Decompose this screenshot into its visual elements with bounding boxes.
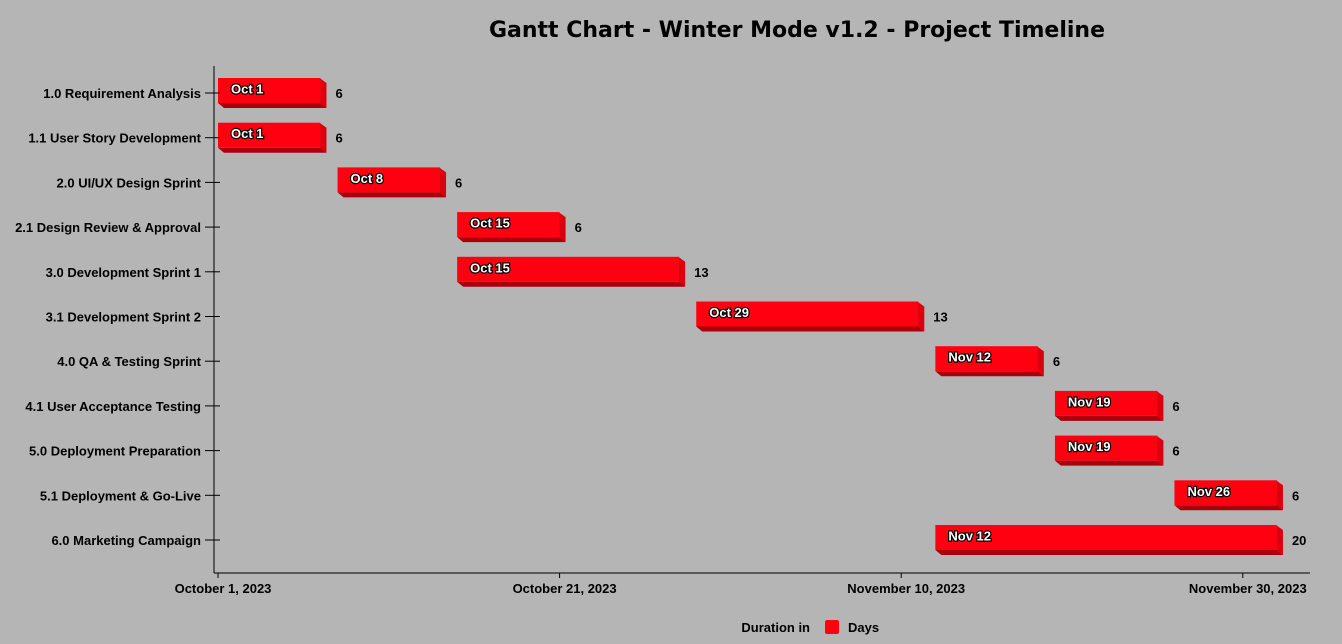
category-label: 4.0 QA & Testing Sprint [57,354,201,369]
legend-entry-days: Days [848,620,879,635]
bar-start-label: Oct 1 [231,126,264,141]
category-label: 6.0 Marketing Campaign [51,533,201,548]
category-label: 3.0 Development Sprint 1 [46,265,201,280]
bar-bottom-face [457,237,566,243]
chart-title: Gantt Chart - Winter Mode v1.2 - Project… [489,18,1105,43]
x-tick-label: November 10, 2023 [847,581,965,596]
bar-side-face [1036,346,1044,377]
bar-start-label: Nov 19 [1068,394,1111,409]
bar-side-face [319,78,327,108]
bar-bottom-face [1054,415,1164,421]
bar-duration-label: 6 [1172,444,1179,459]
bar-bottom-face [696,326,925,332]
category-label: 5.1 Deployment & Go-Live [40,488,201,503]
task-bar-5-0-deployment-preparation: Nov 19 6 [1054,435,1180,466]
bar-bottom-face [1174,505,1283,511]
category-label: 1.1 User Story Development [28,131,201,146]
bar-duration-label: 6 [1292,488,1299,503]
bar-front-face [218,122,321,148]
bar-duration-label: 13 [694,265,708,280]
bar-front-face [935,525,1277,550]
x-tick-label: October 21, 2023 [513,581,617,596]
category-label: 3.1 Development Sprint 2 [46,310,201,325]
bar-duration-label: 6 [455,175,462,190]
bar-side-face [1275,525,1283,555]
task-bar-1-1-user-story-development: Oct 1 6 [218,122,343,153]
task-bar-5-1-deployment-go-live: Nov 26 6 [1174,480,1299,511]
bar-side-face [439,167,447,198]
bar-front-face [457,212,560,238]
task-bar-1-0-requirement-analysis: Oct 1 6 [218,78,343,108]
bar-bottom-face [457,281,686,287]
x-tick-label: November 30, 2023 [1189,581,1307,596]
bar-front-face [1174,480,1277,506]
bar-start-label: Oct 1 [231,82,264,97]
task-bar-3-0-development-sprint-1: Oct 15 13 [457,256,709,287]
x-tick-label: October 1, 2023 [175,581,272,596]
bar-side-face [319,122,327,153]
bar-start-label: Oct 29 [709,305,749,320]
bar-duration-label: 6 [1172,399,1179,414]
task-bar-2-0-ui-ux-design-sprint: Oct 8 6 [337,167,462,198]
bar-front-face [218,78,321,103]
bar-front-face [1054,435,1158,461]
task-bar-3-1-development-sprint-2: Oct 29 13 [696,301,948,332]
task-bar-4-0-qa-testing-sprint: Nov 12 6 [935,346,1060,377]
bar-side-face [1275,480,1283,511]
bar-bottom-face [1054,460,1164,466]
bar-side-face [1156,435,1164,466]
x-ticks-group: October 1, 2023 October 21, 2023 November … [175,573,1307,596]
bar-start-label: Nov 26 [1187,484,1230,499]
legend-swatch [825,620,839,634]
bar-duration-label: 6 [335,86,342,101]
bar-start-label: Oct 15 [470,260,510,275]
bar-side-face [917,301,925,332]
bars-group: Oct 1 6 1.0 Requirement Analysis Oct 1 6 1.1 … [15,78,1306,555]
legend: Duration in Days [741,620,879,635]
bar-side-face [678,256,686,287]
category-label: 4.1 User Acceptance Testing [25,399,201,414]
bar-duration-label: 20 [1292,533,1306,548]
bar-duration-label: 6 [1053,354,1060,369]
bar-front-face [1054,390,1158,416]
task-bar-4-1-user-acceptance-testing: Nov 19 6 [1054,390,1180,421]
category-label: 1.0 Requirement Analysis [43,86,201,101]
bar-duration-label: 6 [335,131,342,146]
bar-front-face [696,301,919,327]
category-label: 5.0 Deployment Preparation [29,444,201,459]
bar-start-label: Nov 12 [948,529,991,544]
bar-side-face [558,212,566,243]
legend-title: Duration in [741,620,810,635]
bar-start-label: Oct 15 [470,216,510,231]
bar-front-face [457,256,680,282]
bar-bottom-face [218,147,327,153]
bar-bottom-face [935,371,1044,377]
bar-duration-label: 13 [933,310,947,325]
bar-bottom-face [337,192,447,198]
bar-duration-label: 6 [575,220,582,235]
bar-start-label: Oct 8 [351,171,384,186]
task-bar-2-1-design-review-approval: Oct 15 6 [457,212,582,243]
category-label: 2.1 Design Review & Approval [15,220,201,235]
bar-front-face [337,167,441,193]
bar-side-face [1156,390,1164,421]
bar-start-label: Nov 12 [948,350,991,365]
category-label: 2.0 UI/UX Design Sprint [57,175,202,190]
bar-start-label: Nov 19 [1068,439,1111,454]
bar-front-face [935,346,1038,372]
task-bar-6-0-marketing-campaign: Nov 12 20 [935,525,1306,555]
bar-bottom-face [218,103,327,108]
bar-bottom-face [935,550,1283,555]
